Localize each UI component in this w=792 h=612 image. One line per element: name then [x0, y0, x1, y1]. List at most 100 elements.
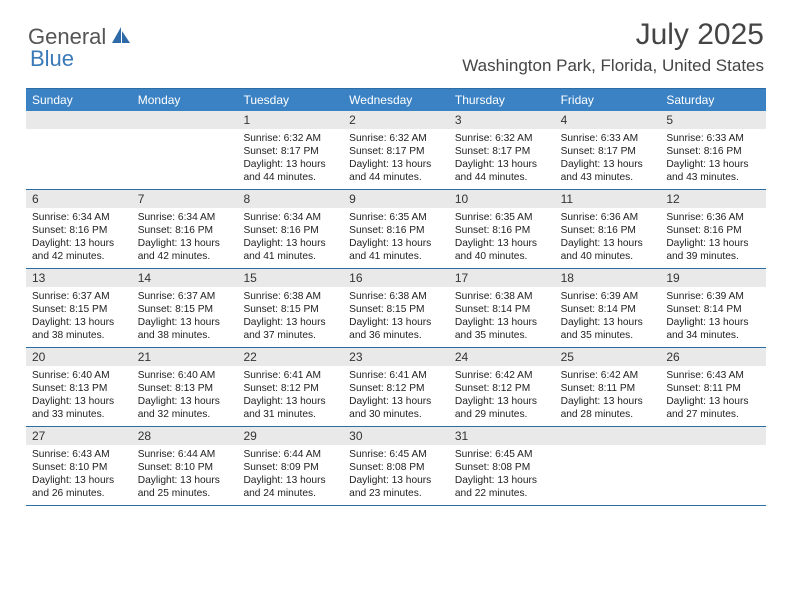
cell-line: Daylight: 13 hours and 23 minutes. — [349, 474, 443, 500]
cell-line: Daylight: 13 hours and 44 minutes. — [243, 158, 337, 184]
day-number: 24 — [449, 348, 555, 366]
cell-line: Sunrise: 6:39 AM — [561, 290, 655, 303]
cell-line: Sunrise: 6:44 AM — [138, 448, 232, 461]
cell-line: Sunset: 8:15 PM — [32, 303, 126, 316]
cell-line: Daylight: 13 hours and 34 minutes. — [666, 316, 760, 342]
day-number: 15 — [237, 269, 343, 287]
cell-line: Sunset: 8:17 PM — [455, 145, 549, 158]
cell-line: Sunrise: 6:43 AM — [32, 448, 126, 461]
cell-line: Daylight: 13 hours and 30 minutes. — [349, 395, 443, 421]
day-header: Sunday — [26, 89, 132, 111]
week-row: 20Sunrise: 6:40 AMSunset: 8:13 PMDayligh… — [26, 348, 766, 427]
calendar-cell: 30Sunrise: 6:45 AMSunset: 8:08 PMDayligh… — [343, 427, 449, 505]
week-row: 13Sunrise: 6:37 AMSunset: 8:15 PMDayligh… — [26, 269, 766, 348]
cell-line: Sunset: 8:16 PM — [349, 224, 443, 237]
cell-line: Sunrise: 6:41 AM — [349, 369, 443, 382]
cell-line: Daylight: 13 hours and 39 minutes. — [666, 237, 760, 263]
calendar-cell: 15Sunrise: 6:38 AMSunset: 8:15 PMDayligh… — [237, 269, 343, 347]
cell-line: Daylight: 13 hours and 38 minutes. — [32, 316, 126, 342]
cell-line: Sunrise: 6:42 AM — [455, 369, 549, 382]
cell-line: Sunrise: 6:43 AM — [666, 369, 760, 382]
cell-line: Sunrise: 6:33 AM — [561, 132, 655, 145]
cell-line: Daylight: 13 hours and 43 minutes. — [666, 158, 760, 184]
cell-line: Sunset: 8:14 PM — [561, 303, 655, 316]
cell-body: Sunrise: 6:33 AMSunset: 8:16 PMDaylight:… — [660, 129, 766, 188]
day-number: 12 — [660, 190, 766, 208]
cell-line: Sunset: 8:10 PM — [32, 461, 126, 474]
day-number: 9 — [343, 190, 449, 208]
cell-line: Daylight: 13 hours and 28 minutes. — [561, 395, 655, 421]
cell-line: Daylight: 13 hours and 41 minutes. — [349, 237, 443, 263]
calendar-cell: 5Sunrise: 6:33 AMSunset: 8:16 PMDaylight… — [660, 111, 766, 189]
logo-text-blue: Blue — [30, 46, 74, 71]
calendar-cell: 13 Sunrise: 6:37 AMSunset: 8:15 PMDayligh… — [26, 269, 132, 347]
cell-line: Daylight: 13 hours and 25 minutes. — [138, 474, 232, 500]
day-header: Tuesday — [237, 89, 343, 111]
week-row: 1Sunrise: 6:32 AMSunset: 8:17 PMDaylight… — [26, 111, 766, 190]
cell-line: Sunrise: 6:34 AM — [138, 211, 232, 224]
cell-line: Sunrise: 6:38 AM — [243, 290, 337, 303]
cell-line: Sunset: 8:12 PM — [243, 382, 337, 395]
day-number: 18 — [555, 269, 661, 287]
cell-line: Sunset: 8:11 PM — [666, 382, 760, 395]
calendar: SundayMondayTuesdayWednesdayThursdayFrid… — [26, 88, 766, 506]
day-number: 13 — [26, 269, 132, 287]
cell-line: Daylight: 13 hours and 42 minutes. — [138, 237, 232, 263]
cell-line: Sunrise: 6:36 AM — [561, 211, 655, 224]
cell-body: Sunrise: 6:37 AMSunset: 8:15 PMDaylight:… — [132, 287, 238, 346]
cell-body — [660, 445, 766, 452]
week-row: 27Sunrise: 6:43 AMSunset: 8:10 PMDayligh… — [26, 427, 766, 506]
cell-line: Sunset: 8:16 PM — [666, 224, 760, 237]
cell-body: Sunrise: 6:35 AMSunset: 8:16 PMDaylight:… — [343, 208, 449, 267]
day-number: 5 — [660, 111, 766, 129]
cell-body: Sunrise: 6:41 AMSunset: 8:12 PMDaylight:… — [237, 366, 343, 425]
cell-line: Sunset: 8:09 PM — [243, 461, 337, 474]
cell-line: Daylight: 13 hours and 35 minutes. — [455, 316, 549, 342]
cell-line: Sunrise: 6:45 AM — [455, 448, 549, 461]
cell-body: Sunrise: 6:44 AMSunset: 8:09 PMDaylight:… — [237, 445, 343, 504]
cell-line: Daylight: 13 hours and 33 minutes. — [32, 395, 126, 421]
cell-body: Sunrise: 6:33 AMSunset: 8:17 PMDaylight:… — [555, 129, 661, 188]
day-number: 17 — [449, 269, 555, 287]
calendar-cell: 14Sunrise: 6:37 AMSunset: 8:15 PMDayligh… — [132, 269, 238, 347]
cell-line: Sunrise: 6:34 AM — [32, 211, 126, 224]
cell-line: Daylight: 13 hours and 26 minutes. — [32, 474, 126, 500]
day-number: 29 — [237, 427, 343, 445]
calendar-cell: 4Sunrise: 6:33 AMSunset: 8:17 PMDaylight… — [555, 111, 661, 189]
cell-line: Daylight: 13 hours and 31 minutes. — [243, 395, 337, 421]
cell-body: Sunrise: 6:39 AMSunset: 8:14 PMDaylight:… — [660, 287, 766, 346]
cell-line: Sunrise: 6:40 AM — [32, 369, 126, 382]
cell-line: Sunset: 8:15 PM — [243, 303, 337, 316]
calendar-cell: 16Sunrise: 6:38 AMSunset: 8:15 PMDayligh… — [343, 269, 449, 347]
calendar-cell: 27 Sunrise: 6:43 AMSunset: 8:10 PMDayligh… — [26, 427, 132, 505]
cell-line: Sunrise: 6:33 AM — [666, 132, 760, 145]
week-row: 6Sunrise: 6:34 AMSunset: 8:16 PMDaylight… — [26, 190, 766, 269]
day-number: 25 — [555, 348, 661, 366]
cell-line: Sunrise: 6:44 AM — [243, 448, 337, 461]
day-number: 23 — [343, 348, 449, 366]
cell-body: Sunrise: 6:45 AMSunset: 8:08 PMDaylight:… — [449, 445, 555, 504]
calendar-cell — [555, 427, 661, 505]
calendar-cell: 23 Sunrise: 6:41 AMSunset: 8:12 PMDayligh… — [343, 348, 449, 426]
day-header: Saturday — [660, 89, 766, 111]
cell-line: Sunset: 8:12 PM — [455, 382, 549, 395]
cell-body: Sunrise: 6:36 AMSunset: 8:16 PMDaylight:… — [660, 208, 766, 267]
day-number: 27 — [26, 427, 132, 445]
cell-line: Sunset: 8:14 PM — [455, 303, 549, 316]
cell-line: Sunrise: 6:37 AM — [138, 290, 232, 303]
calendar-cell — [132, 111, 238, 189]
cell-body: Sunrise: 6:35 AMSunset: 8:16 PMDaylight:… — [449, 208, 555, 267]
calendar-cell: 12Sunrise: 6:36 AMSunset: 8:16 PMDayligh… — [660, 190, 766, 268]
cell-body — [132, 129, 238, 136]
day-number: 8 — [237, 190, 343, 208]
day-number: 6 — [26, 190, 132, 208]
cell-line: Sunrise: 6:38 AM — [455, 290, 549, 303]
cell-line: Sunset: 8:16 PM — [666, 145, 760, 158]
cell-line: Sunrise: 6:37 AM — [32, 290, 126, 303]
calendar-cell: 20Sunrise: 6:40 AMSunset: 8:13 PMDayligh… — [26, 348, 132, 426]
cell-line: Sunset: 8:13 PM — [138, 382, 232, 395]
calendar-cell: 29Sunrise: 6:44 AMSunset: 8:09 PMDayligh… — [237, 427, 343, 505]
cell-line: Sunset: 8:15 PM — [349, 303, 443, 316]
cell-line: Daylight: 13 hours and 44 minutes. — [455, 158, 549, 184]
cell-line: Sunset: 8:12 PM — [349, 382, 443, 395]
